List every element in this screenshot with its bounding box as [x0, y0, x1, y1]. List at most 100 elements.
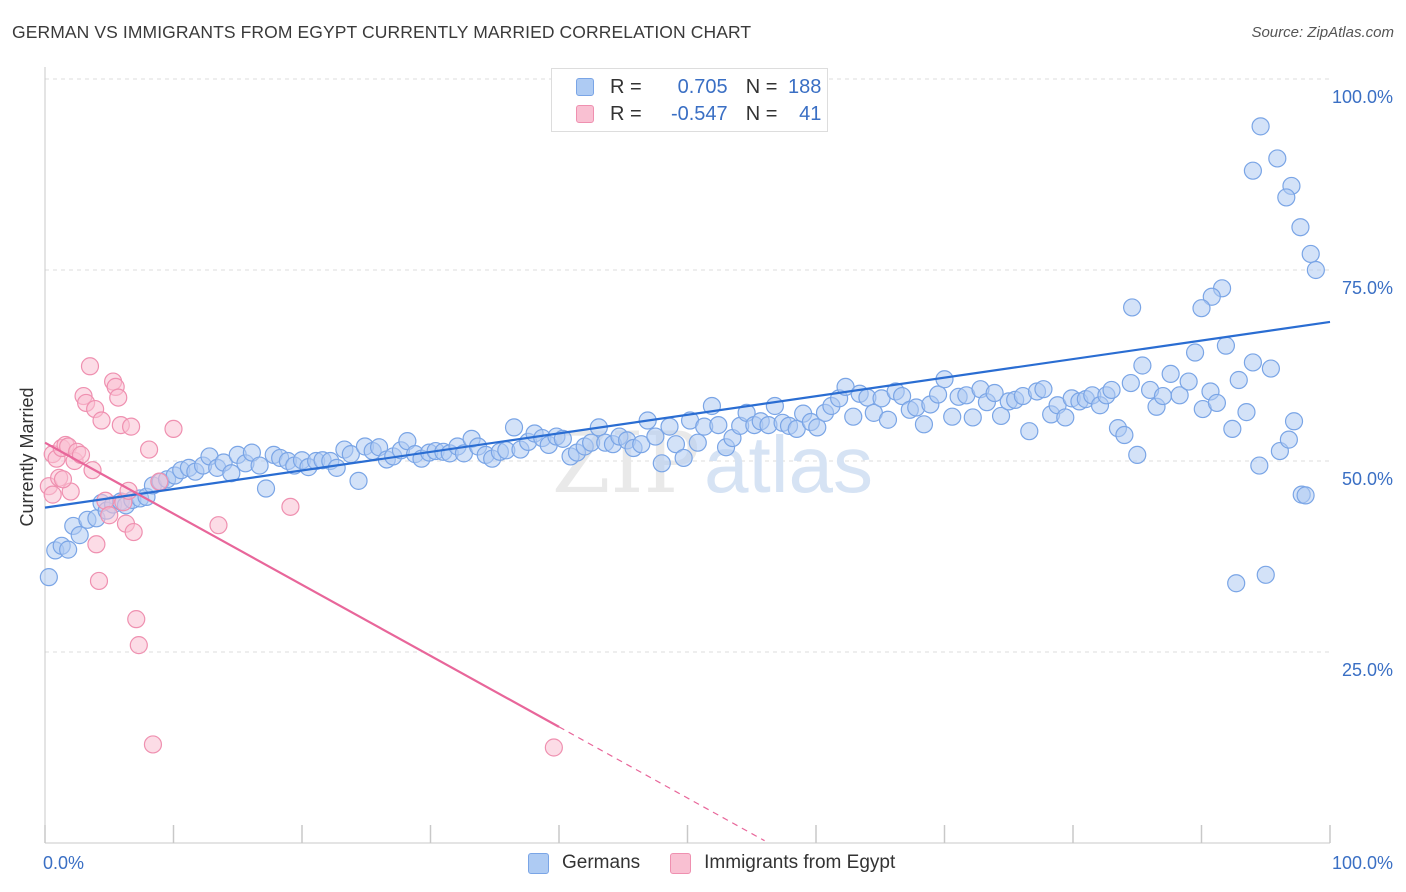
point-1-13 — [80, 357, 100, 376]
y-tick-label-2: 75.0% — [1342, 278, 1393, 298]
point-0-182 — [1192, 299, 1211, 318]
point-1-36 — [209, 516, 228, 535]
point-0-177 — [1284, 412, 1304, 431]
point-0-181 — [1202, 287, 1221, 306]
series-0-points — [39, 117, 1325, 593]
y-tick-label-1: 50.0% — [1342, 469, 1393, 489]
point-1-34 — [150, 472, 169, 491]
point-0-176 — [1279, 430, 1298, 449]
point-0-74 — [553, 429, 572, 448]
x-tick-label-0: 0.0% — [43, 853, 84, 873]
point-0-32 — [256, 479, 276, 498]
correlation-legend: R = 0.705 N = 188 R = -0.547 N = 41 — [551, 68, 828, 132]
legend-row-germans: R = 0.705 N = 188 — [576, 75, 821, 99]
x-tick-label-1: 100.0% — [1332, 853, 1393, 873]
point-0-85 — [632, 435, 651, 454]
point-0-168 — [1216, 336, 1236, 355]
point-0-184 — [1227, 574, 1246, 593]
legend-swatch-germans — [576, 78, 594, 96]
point-1-17 — [89, 571, 109, 591]
legend-row-egypt: R = -0.547 N = 41 — [576, 102, 821, 126]
point-0-155 — [1121, 373, 1140, 393]
legend-item-egypt[interactable]: Immigrants from Egypt — [670, 852, 895, 874]
point-1-29 — [124, 522, 143, 542]
legend-r-label: R = — [610, 75, 642, 98]
point-0-129 — [943, 407, 962, 426]
point-0-145 — [1056, 408, 1075, 427]
tick-labels: 25.0% 50.0% 75.0% 100.0% 0.0% 100.0% — [43, 87, 1393, 873]
point-0-5 — [70, 526, 89, 545]
point-1-33 — [143, 735, 163, 754]
point-0-45 — [349, 471, 368, 490]
point-0-169 — [1223, 419, 1242, 439]
point-0-88 — [652, 454, 671, 473]
point-0-89 — [660, 417, 679, 436]
legend-n-label: N = — [745, 75, 778, 98]
point-1-20 — [100, 506, 119, 525]
point-1-16 — [87, 535, 106, 554]
point-1-28 — [121, 417, 141, 436]
point-0-115 — [844, 407, 863, 426]
legend-n-label: N = — [745, 102, 778, 125]
point-1-35 — [164, 419, 183, 439]
point-0-156 — [1128, 445, 1147, 464]
point-0-127 — [928, 385, 948, 404]
legend-label-germans: Germans — [562, 852, 641, 873]
point-0-162 — [1170, 386, 1189, 405]
point-0-136 — [991, 406, 1011, 426]
point-0-167 — [1207, 393, 1227, 413]
point-0-179 — [1296, 486, 1315, 505]
point-0-96 — [709, 415, 728, 435]
point-1-30 — [127, 610, 146, 629]
point-0-187 — [1251, 117, 1270, 136]
point-0-91 — [674, 448, 693, 468]
point-0-192 — [1277, 188, 1296, 207]
point-1-23 — [109, 388, 128, 407]
point-1-32 — [139, 440, 159, 459]
point-0-161 — [1161, 364, 1180, 384]
trend-line-extension-1 — [558, 726, 765, 842]
point-0-170 — [1229, 370, 1248, 390]
data-points — [39, 117, 1325, 757]
point-0-154 — [1115, 425, 1134, 445]
y-tick-label-0: 25.0% — [1342, 660, 1393, 680]
point-0-193 — [1306, 260, 1325, 280]
point-0-135 — [985, 383, 1004, 403]
legend-r-label: R = — [610, 102, 642, 125]
point-0-90 — [666, 435, 686, 454]
point-1-18 — [92, 411, 111, 430]
point-0-31 — [250, 456, 269, 475]
source-label: Source: ZipAtlas.com — [1251, 24, 1394, 41]
point-0-185 — [1256, 565, 1275, 584]
legend-label-egypt: Immigrants from Egypt — [704, 852, 896, 873]
point-0-93 — [688, 433, 707, 452]
point-0-163 — [1179, 372, 1198, 391]
trend-line-1 — [44, 441, 560, 728]
point-0-160 — [1153, 386, 1173, 406]
point-0-104 — [765, 396, 784, 416]
y-tick-label-3: 100.0% — [1332, 87, 1393, 107]
legend-item-germans[interactable]: Germans — [528, 852, 640, 874]
point-0-87 — [646, 427, 665, 446]
point-0-174 — [1261, 359, 1280, 378]
point-0-110 — [808, 418, 827, 437]
legend-n-value: 188 — [788, 75, 822, 98]
point-0-122 — [892, 386, 912, 406]
legend-r-value: 0.705 — [677, 75, 728, 98]
point-1-31 — [129, 636, 148, 655]
legend-r-value: -0.547 — [670, 102, 728, 125]
legend-swatch-egypt — [576, 105, 594, 123]
point-0-164 — [1185, 343, 1205, 362]
series-legend: Germans Immigrants from Egypt — [528, 852, 925, 874]
point-0-125 — [914, 415, 934, 434]
point-0-142 — [1034, 380, 1053, 399]
point-0-183 — [1123, 298, 1142, 317]
point-1-10 — [71, 445, 91, 464]
y-axis-label: Currently Married — [17, 387, 37, 526]
point-0-42 — [327, 458, 346, 477]
point-0-0 — [39, 568, 58, 587]
point-1-37 — [281, 497, 300, 516]
legend-n-value: 41 — [799, 102, 822, 125]
point-0-186 — [1243, 161, 1263, 180]
